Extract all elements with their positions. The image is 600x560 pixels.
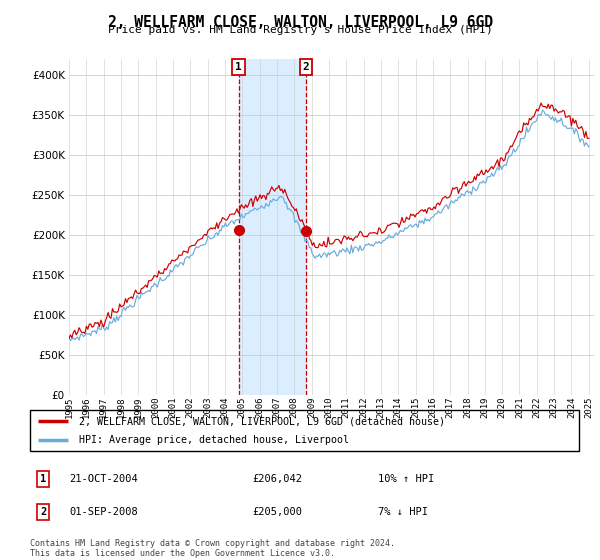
Bar	[239, 59, 306, 395]
Text: Contains HM Land Registry data © Crown copyright and database right 2024.
This d: Contains HM Land Registry data © Crown c…	[30, 539, 395, 558]
Text: 2: 2	[302, 62, 309, 72]
Text: 01-SEP-2008: 01-SEP-2008	[69, 507, 138, 517]
Text: 7% ↓ HPI: 7% ↓ HPI	[378, 507, 428, 517]
Text: £205,000: £205,000	[252, 507, 302, 517]
Text: HPI: Average price, detached house, Liverpool: HPI: Average price, detached house, Live…	[79, 435, 349, 445]
Text: Price paid vs. HM Land Registry's House Price Index (HPI): Price paid vs. HM Land Registry's House …	[107, 25, 493, 35]
Text: 2, WELLFARM CLOSE, WALTON, LIVERPOOL, L9 6GD (detached house): 2, WELLFARM CLOSE, WALTON, LIVERPOOL, L9…	[79, 417, 445, 426]
Text: 1: 1	[235, 62, 242, 72]
Text: £206,042: £206,042	[252, 474, 302, 484]
Text: 21-OCT-2004: 21-OCT-2004	[69, 474, 138, 484]
Text: 2: 2	[40, 507, 46, 517]
Text: 2, WELLFARM CLOSE, WALTON, LIVERPOOL, L9 6GD: 2, WELLFARM CLOSE, WALTON, LIVERPOOL, L9…	[107, 15, 493, 30]
Text: 1: 1	[40, 474, 46, 484]
Text: 10% ↑ HPI: 10% ↑ HPI	[378, 474, 434, 484]
